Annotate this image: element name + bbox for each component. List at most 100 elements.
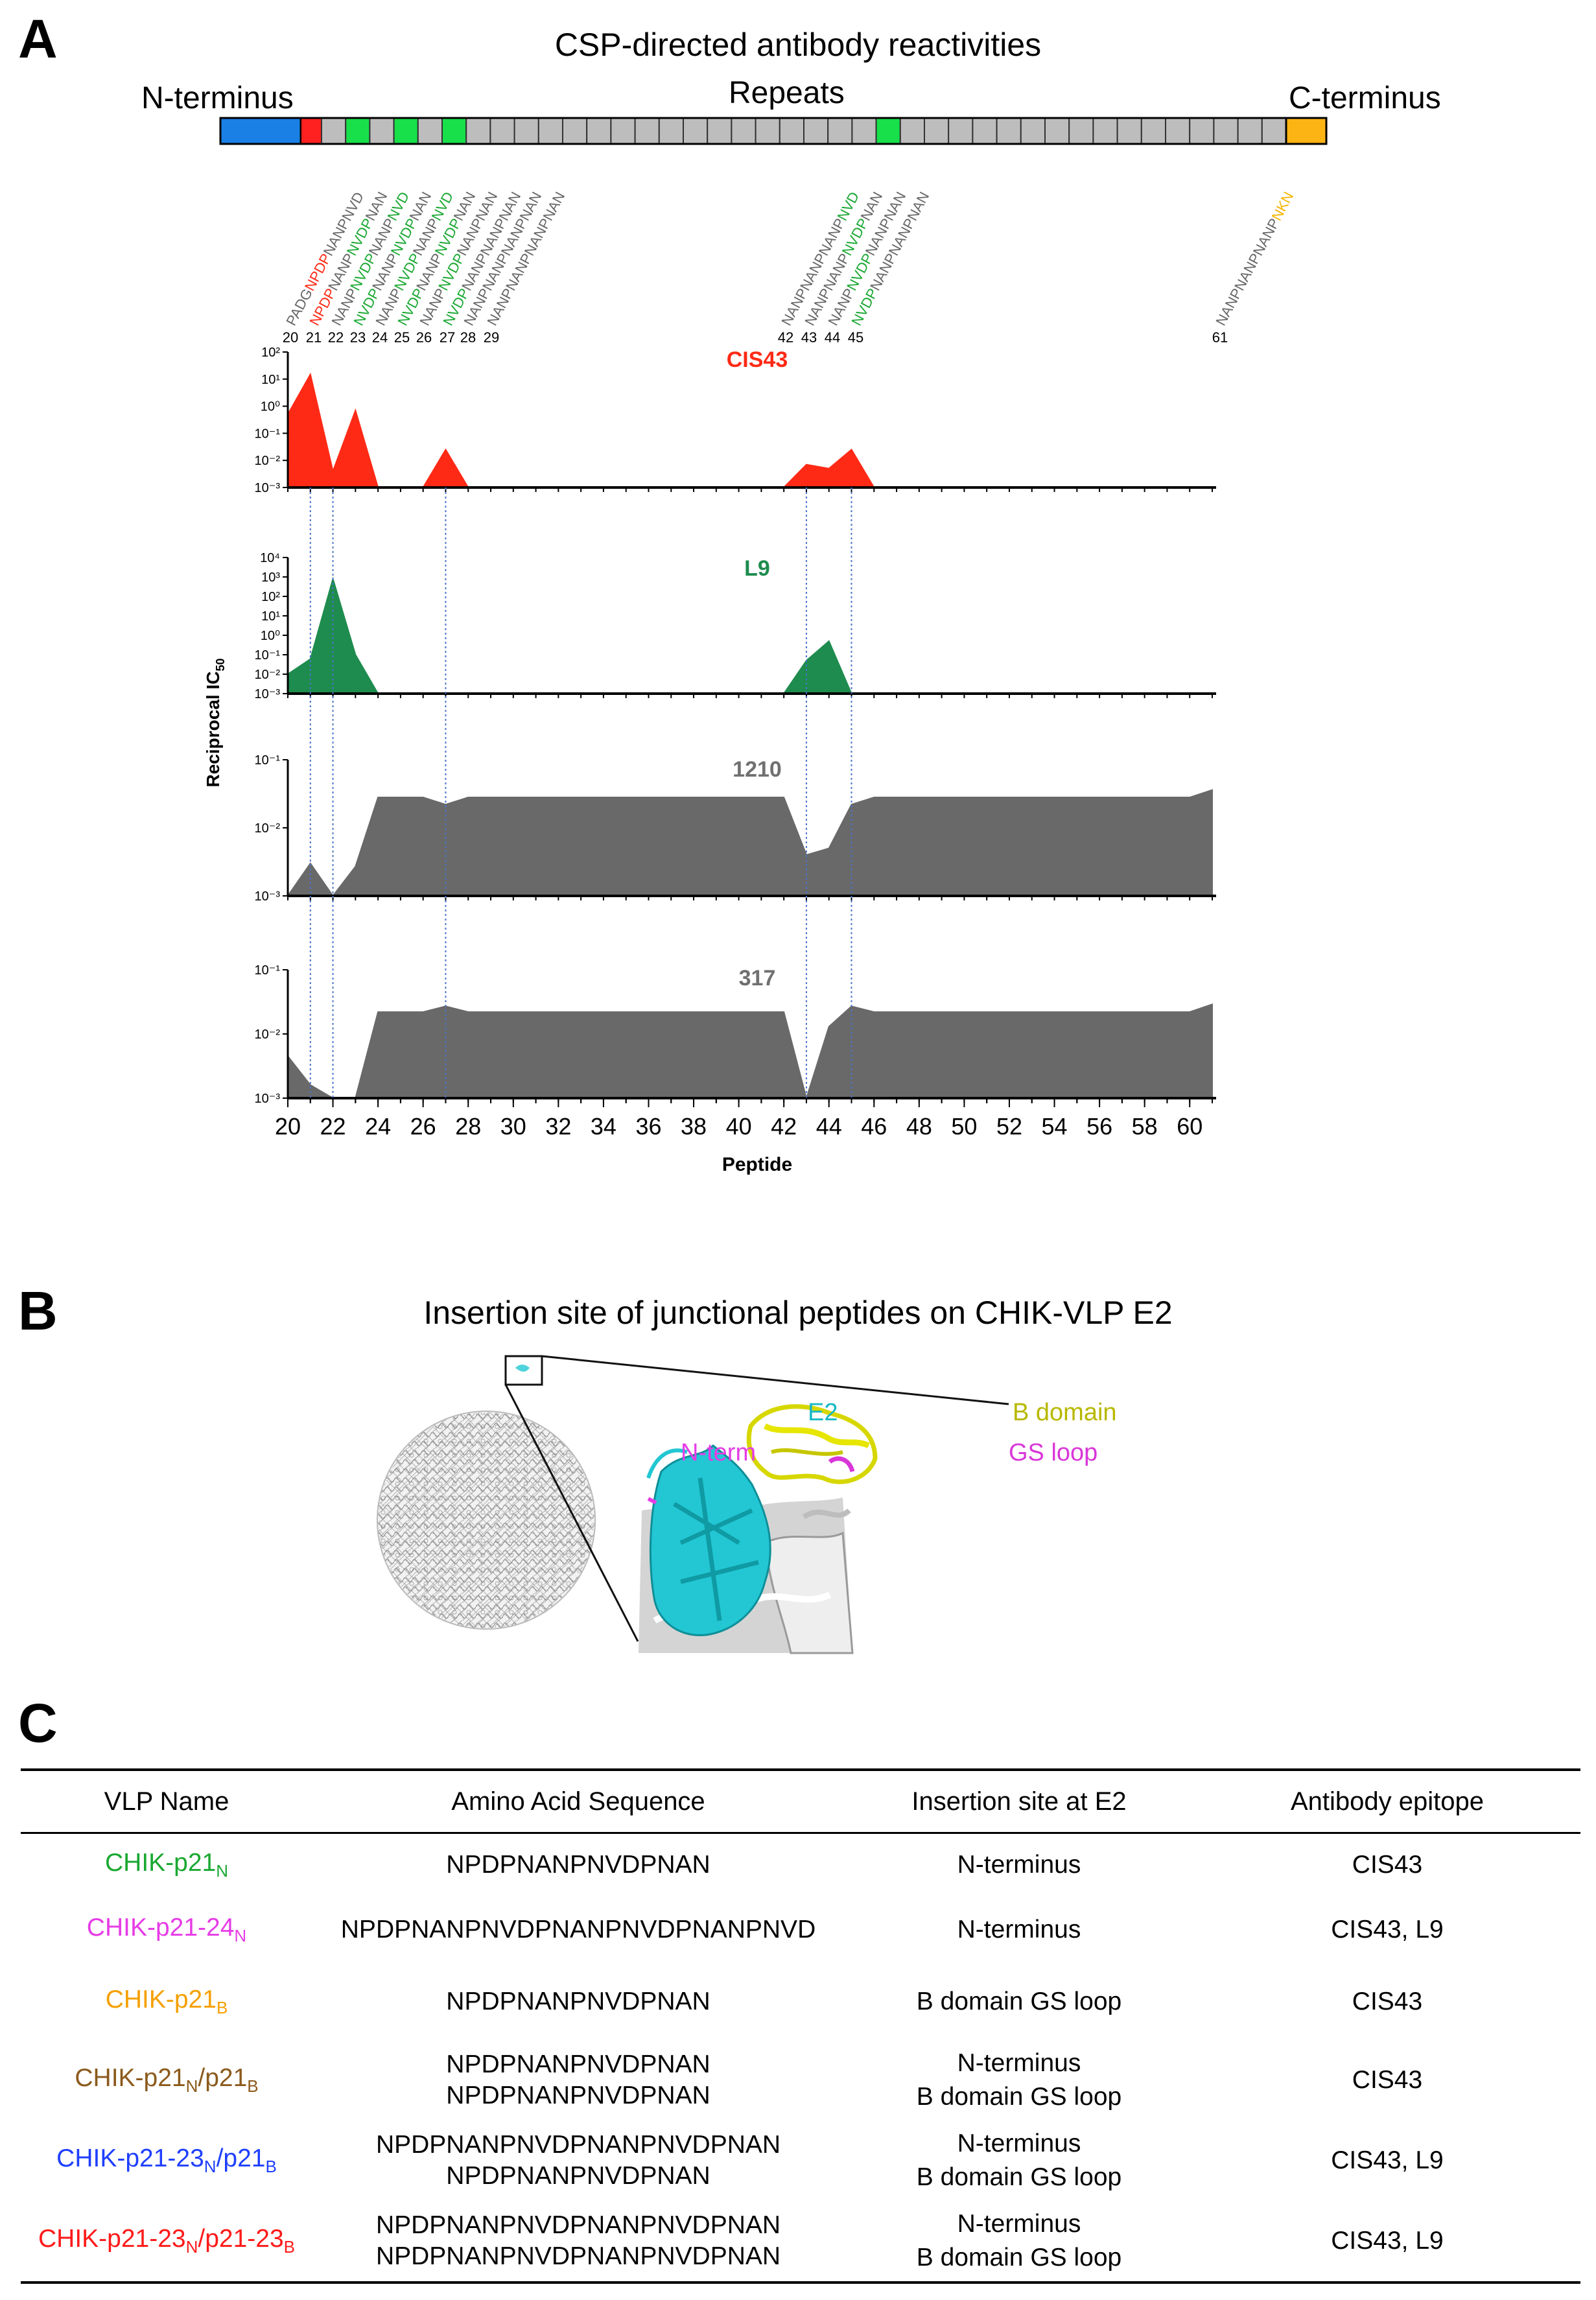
repeat-segment	[1140, 117, 1167, 145]
antibody-epitope: CIS43	[1352, 2066, 1423, 2094]
y-tick-label: 10²	[261, 590, 280, 604]
area-series-L9	[287, 576, 1212, 694]
insertion-site: B domain GS loop	[916, 2083, 1122, 2111]
repeat-segment	[610, 117, 636, 145]
vlp-table: VLP Name Amino Acid Sequence Insertion s…	[21, 1771, 1580, 1832]
area-series-CIS43	[287, 372, 1212, 488]
amino-acid-sequence: NPDPNANPNVDPNAN	[446, 2162, 710, 2190]
repeat-segment	[537, 117, 563, 145]
repeat-segment	[1116, 117, 1142, 145]
zoom-box	[504, 1355, 543, 1386]
area-series-317	[287, 1003, 1213, 1101]
peptide-sequences: PADGNPDPNANPNVDNPDPNANPNVDPNANNANPNVDPNA…	[283, 189, 1297, 329]
repeat-segment	[731, 117, 757, 145]
chart-1210: 10⁻¹ 10⁻² 10⁻³ 1210	[255, 753, 1216, 904]
chart-title-317: 317	[739, 966, 776, 991]
guide-lines	[309, 487, 852, 1098]
chik-vlp-structure	[377, 1355, 1009, 1654]
x-axis-label: Peptide	[722, 1154, 792, 1175]
x-tick-label: 20	[275, 1113, 301, 1140]
repeat-segment	[924, 117, 950, 145]
ic50-charts: 10²10¹10⁰10⁻¹10⁻²10⁻³CIS4310⁴10³10²10¹10…	[255, 346, 1216, 1106]
repeat-segment	[393, 117, 419, 145]
table-row: CHIK-p21-24N NPDPNANPNVDPNANPNVDPNANPNVD N…	[21, 1896, 1580, 1964]
y-axis-label-text: Reciprocal IC	[203, 672, 223, 788]
vlp-name-part2: /p21-23	[198, 2225, 284, 2253]
repeat-segment	[1237, 117, 1263, 145]
c-terminus-label: C-terminus	[1289, 81, 1441, 115]
vlp-name-cell: CHIK-p21-23N/p21B	[21, 2120, 312, 2201]
repeat-segment	[634, 117, 660, 145]
y-tick-label: 10⁴	[260, 551, 280, 565]
chart-CIS43: 10² 10¹ 10⁰ 10⁻¹ 10⁻² 10⁻³ CIS43	[255, 346, 1216, 495]
repeat-segment	[707, 117, 733, 145]
y-tick-label: 10⁻¹	[255, 648, 281, 663]
x-tick-label: 60	[1177, 1113, 1203, 1140]
y-tick-label: 10⁻³	[255, 1092, 281, 1106]
y-tick-label: 10⁻³	[255, 481, 281, 495]
insertion-site-cell: N-terminus B domain GS loop	[844, 2040, 1194, 2120]
panel-a-figure: PADGNPDPNANPNVDNPDPNANPNVDPNANNANPNVDPNA…	[203, 117, 1328, 1175]
peptide-number: 29	[484, 329, 499, 346]
sequence-segment: NANPNANPNANP	[1212, 216, 1282, 329]
cyan-spot	[515, 1365, 530, 1372]
header-vlp-name: VLP Name	[104, 1787, 229, 1816]
c-terminus-segment	[1285, 117, 1328, 145]
amino-acid-sequence: NPDPNANPNVDPNANPNVDPNAN	[375, 2242, 781, 2270]
y-tick-label: 10³	[261, 570, 280, 585]
repeat-segment	[321, 117, 347, 145]
peptide-number: 61	[1212, 329, 1228, 346]
repeat-segment	[1213, 117, 1239, 145]
repeat-segment	[658, 117, 684, 145]
repeat-segment	[369, 117, 395, 145]
chart-title-1210: 1210	[733, 757, 782, 782]
vlp-name: CHIK-p21-23	[38, 2225, 186, 2253]
repeat-segment	[345, 117, 371, 145]
insertion-site: N-terminus	[957, 2049, 1081, 2077]
x-tick-label: 30	[500, 1113, 526, 1140]
insertion-site-cell: N-terminus B domain GS loop	[844, 2201, 1194, 2281]
insertion-site: N-terminus	[957, 2130, 1081, 2157]
x-tick-label: 32	[545, 1113, 571, 1140]
peptide-number: 20	[283, 329, 298, 346]
repeat-segment	[827, 117, 853, 145]
repeat-segment	[875, 117, 901, 145]
repeat-segment	[1092, 117, 1118, 145]
amino-acid-sequence: NPDPNANPNVDPNAN	[446, 1988, 710, 2015]
vlp-name: CHIK-p21	[75, 2064, 186, 2093]
peptide-number: 21	[306, 329, 322, 346]
repeat-segment	[489, 117, 515, 145]
peptide-number: 24	[372, 329, 388, 346]
x-tick-label: 58	[1132, 1113, 1158, 1140]
x-tick-label: 46	[861, 1113, 887, 1140]
chart-title-L9: L9	[744, 556, 770, 581]
repeat-segment	[803, 117, 829, 145]
vlp-name: CHIK-p21	[104, 1849, 217, 1877]
insertion-site-cell: N-terminus B domain GS loop	[844, 2120, 1194, 2201]
table-row: CHIK-p21N NPDPNANPNVDPNAN N-terminus CIS43	[21, 1834, 1580, 1896]
x-axis-ticks: 20 22 24 26 28 30 32 34 36 38 40 42 44 46 48 50 52 54 56 58…	[275, 1098, 1213, 1140]
header-amino-acid-sequence: Amino Acid Sequence	[451, 1787, 705, 1816]
sequence-cell: NPDPNANPNVDPNAN	[312, 1964, 844, 2040]
x-tick-label: 44	[816, 1113, 842, 1140]
repeat-segment	[972, 117, 998, 145]
insertion-site: B domain GS loop	[916, 2163, 1122, 2191]
zoom-line-bottom	[504, 1384, 639, 1642]
x-tick-label: 26	[410, 1113, 436, 1140]
repeats-label: Repeats	[729, 76, 845, 110]
insertion-site: N-terminus	[957, 2210, 1081, 2238]
x-tick-label: 48	[906, 1113, 932, 1140]
peptide-sequence: NANPNANPNANPNKN	[1212, 189, 1297, 329]
vlp-name-cell: CHIK-p21-24N	[21, 1896, 312, 1964]
repeat-segment	[996, 117, 1022, 145]
vlp-table-body: CHIK-p21N NPDPNANPNVDPNAN N-terminus CIS43 C…	[21, 1834, 1580, 2281]
amino-acid-sequence: NPDPNANPNVDPNANPNVDPNANPNVD	[340, 1916, 816, 1943]
vlp-name-subscript: N	[234, 1925, 247, 1945]
sequence-cell: NPDPNANPNVDPNAN NPDPNANPNVDPNAN	[312, 2040, 844, 2120]
x-tick-label: 40	[726, 1113, 752, 1140]
y-tick-label: 10⁻¹	[255, 427, 281, 441]
panel-a-title: CSP-directed antibody reactivities	[554, 27, 1042, 63]
x-tick-label: 24	[365, 1113, 391, 1140]
repeat-segment	[948, 117, 974, 145]
antibody-epitope: CIS43, L9	[1331, 1916, 1444, 1943]
